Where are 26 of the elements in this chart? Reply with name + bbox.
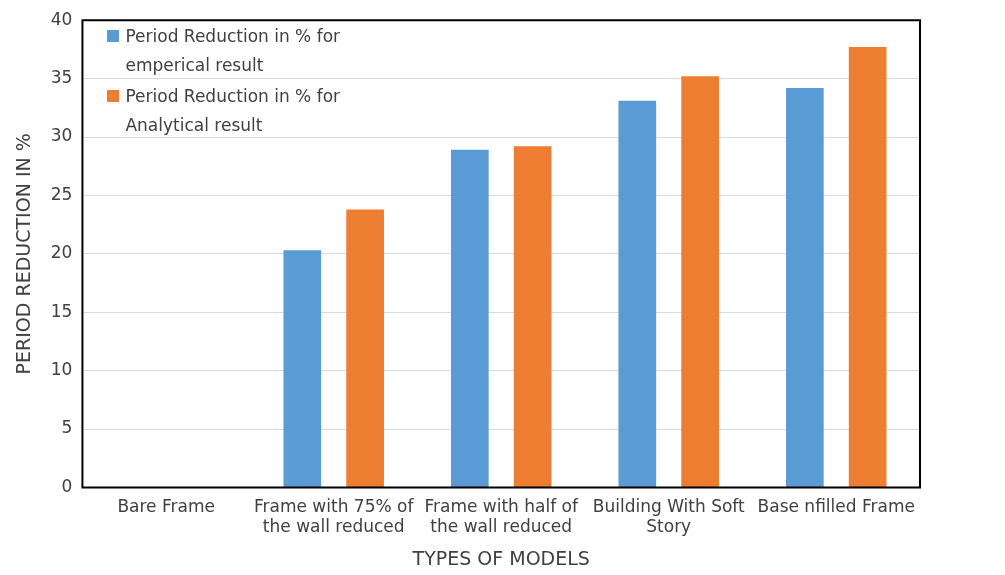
bar [848, 47, 887, 487]
bar [346, 209, 384, 487]
y-tick-label: 40 [50, 8, 73, 29]
legend-label: Period Reduction in % for emperical result [125, 25, 342, 78]
bar [283, 250, 322, 487]
bar [450, 149, 489, 487]
y-tick-label: 25 [50, 183, 73, 204]
y-tick-label: 30 [50, 125, 73, 146]
y-tick-label: 15 [50, 300, 73, 321]
x-tick-label: Frame with half of the wall reduced [424, 496, 579, 537]
y-tick-label: 10 [50, 359, 73, 380]
bar [785, 87, 824, 487]
y-axis-title: PERIOD REDUCTION IN % [12, 133, 35, 375]
y-tick-label: 0 [61, 475, 73, 496]
bar [513, 146, 552, 487]
bar [618, 100, 657, 487]
x-tick-label: Base nfilled Frame [757, 496, 915, 517]
x-tick-label: Building With Soft Story [592, 496, 746, 537]
legend-label: Period Reduction in % for Analytical result [125, 85, 342, 138]
bar [681, 76, 719, 487]
x-tick-label: Frame with 75% of the wall reduced [253, 496, 415, 537]
y-tick-label: 20 [50, 242, 73, 263]
x-axis-title: TYPES OF MODELS [411, 546, 590, 569]
y-tick-label: 35 [50, 67, 73, 88]
y-tick-label: 5 [61, 417, 73, 438]
x-tick-label: Bare Frame [117, 496, 215, 517]
